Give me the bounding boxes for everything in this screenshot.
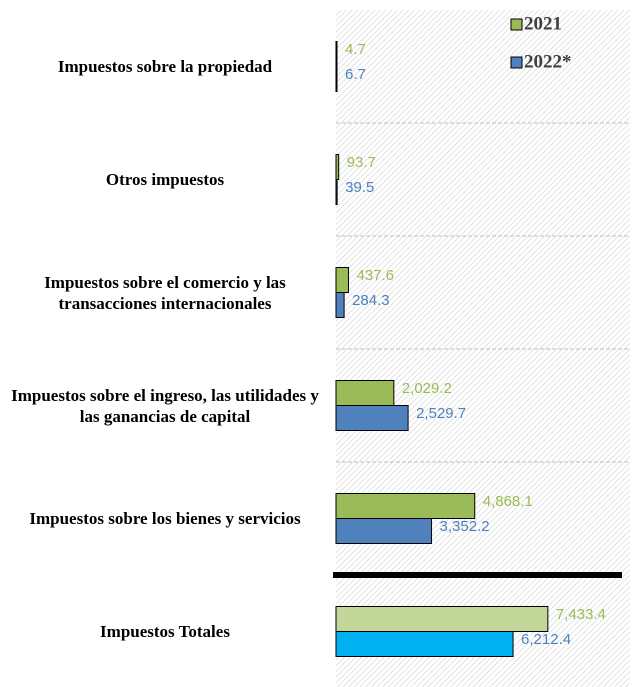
value-label: 6,212.4 [521,631,571,648]
bar [335,179,338,205]
category-label: Impuestos sobre los bienes y servicios [29,509,301,528]
legend-label: 2021 [524,13,562,34]
legend-label: 2022* [524,51,572,72]
value-label: 2,029.2 [402,380,452,397]
value-label: 284.3 [352,292,390,309]
value-label: 4.7 [345,41,366,58]
bar [335,631,514,657]
bar [335,154,340,180]
bar [335,380,395,406]
bar [335,493,476,519]
bar [335,292,345,318]
bar [335,66,338,92]
value-label: 93.7 [347,154,376,171]
category-label: Otros impuestos [105,170,225,189]
category-label: Impuestos sobre el ingreso, las utilidad… [11,385,319,426]
legend-swatch [510,18,523,31]
value-label: 7,433.4 [556,606,606,623]
bar [335,518,433,544]
value-label: 6.7 [345,66,366,83]
category-label: Impuestos Totales [100,622,230,641]
legend-swatch [510,56,523,69]
value-label: 3,352.2 [440,518,490,535]
value-label: 2,529.7 [416,405,466,422]
value-label: 4,868.1 [483,493,533,510]
value-label: 39.5 [345,179,374,196]
category-label: Impuestos sobre el comercio y las transa… [44,272,286,313]
bar [335,267,349,293]
category-label: Impuestos sobre la propiedad [57,57,273,76]
bar [335,41,338,67]
value-label: 437.6 [356,267,394,284]
bar [335,405,409,431]
bar [335,606,549,632]
